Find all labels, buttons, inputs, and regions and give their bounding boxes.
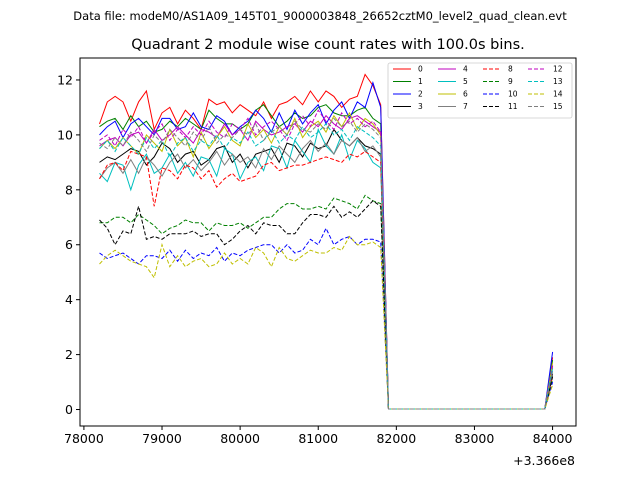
axes-frame (79, 57, 577, 427)
x-tick-label: 80000 (220, 431, 260, 446)
series-line-12 (99, 109, 554, 410)
y-tick-label: 12 (57, 72, 73, 87)
legend-label-7: 7 (463, 102, 468, 111)
legend-label-2: 2 (418, 90, 423, 99)
figure-suptitle: Data file: modeM0/AS1A09_145T01_90000038… (73, 9, 567, 23)
y-tick-label: 6 (65, 237, 73, 252)
y-tick-label: 10 (57, 127, 73, 142)
legend-label-3: 3 (418, 102, 423, 111)
series-line-11 (99, 200, 554, 410)
chart-title: Quadrant 2 module wise count rates with … (131, 37, 525, 53)
legend-label-5: 5 (463, 77, 468, 86)
legend-label-13: 13 (553, 77, 563, 86)
y-tick-label: 2 (65, 347, 73, 362)
x-tick-label: 79000 (142, 431, 182, 446)
x-tick-label: 82000 (376, 431, 416, 446)
series-line-13 (99, 123, 554, 410)
legend-label-14: 14 (553, 90, 563, 99)
x-tick-label: 81000 (298, 431, 338, 446)
legend-label-10: 10 (508, 90, 518, 99)
series-line-8 (99, 150, 554, 410)
legend-label-1: 1 (418, 77, 423, 86)
x-tick-label: 83000 (455, 431, 495, 446)
legend-label-4: 4 (463, 65, 468, 74)
ticks-layer: 78000 79000 80000 81000 82000 83000 84000 0 2 4 6 8… (57, 72, 572, 446)
x-tick-label: 78000 (64, 431, 104, 446)
legend-label-6: 6 (463, 90, 468, 99)
legend-label-11: 11 (508, 102, 518, 111)
legend-label-12: 12 (553, 65, 563, 74)
x-offset-label: +3.366e8 (513, 453, 575, 468)
legend-frame (387, 62, 573, 119)
legend-label-8: 8 (508, 65, 513, 74)
legend-label-0: 0 (418, 65, 423, 74)
y-tick-label: 4 (65, 292, 73, 307)
y-tick-label: 0 (65, 402, 73, 417)
y-tick-label: 8 (65, 182, 73, 197)
legend-label-9: 9 (508, 77, 513, 86)
legend-label-15: 15 (553, 102, 563, 111)
x-tick-label: 84000 (533, 431, 573, 446)
series-line-15 (99, 117, 554, 410)
series-layer (99, 73, 554, 410)
